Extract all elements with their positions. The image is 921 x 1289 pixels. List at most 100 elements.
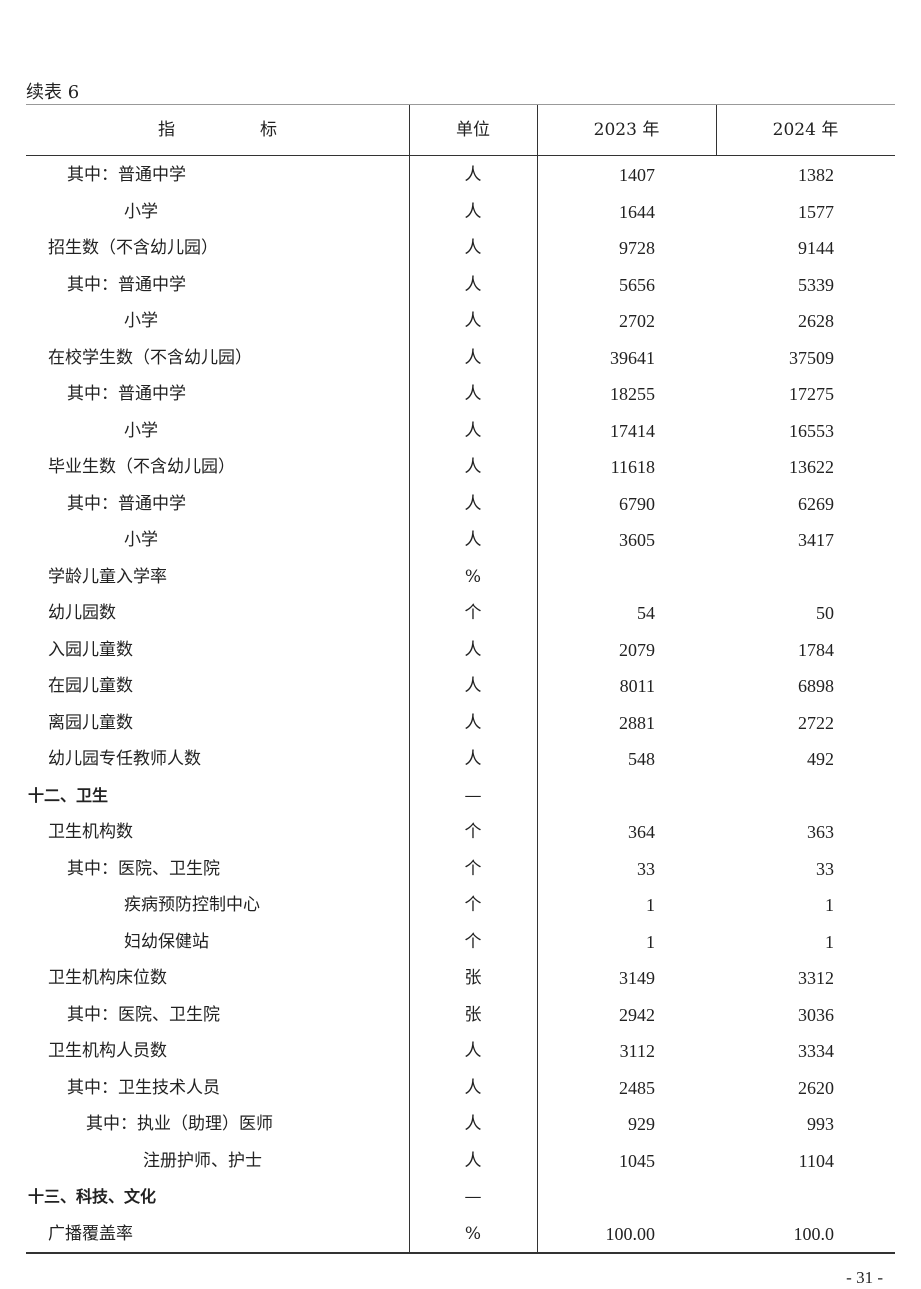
row-unit: 人 <box>464 1041 482 1061</box>
value-2024: 9144 <box>798 238 834 258</box>
value-2024: 1577 <box>798 201 834 222</box>
table-bottom-rule <box>26 1252 895 1254</box>
row-unit: — <box>464 785 482 806</box>
row-label: 其中：普通中学 <box>67 493 186 514</box>
header-indicator: 指 标 <box>158 120 277 140</box>
row-label: 注册护师、护士 <box>143 1150 262 1171</box>
table-row: 小学 人 3605 3417 <box>26 522 895 559</box>
row-unit: 人 <box>464 238 482 258</box>
row-label: 招生数（不含幼儿园） <box>48 238 218 258</box>
table-row: 招生数（不含幼儿园） 人 9728 9144 <box>26 230 895 267</box>
table-row: 妇幼保健站 个 1 1 <box>26 924 895 961</box>
value-2023: 364 <box>628 822 655 842</box>
table-row: 学龄儿童入学率% <box>26 559 895 596</box>
value-2024: 13622 <box>789 457 834 477</box>
value-2024: 492 <box>807 749 834 769</box>
table-top-rule <box>26 104 895 105</box>
row-label: 入园儿童数 <box>48 639 133 660</box>
row-label: 在校学生数（不含幼儿园） <box>48 347 252 368</box>
row-label: 小学 <box>124 311 158 331</box>
section-header-row: 十二、卫生 — <box>26 778 895 815</box>
row-unit: 人 <box>464 749 482 769</box>
value-2024: 2620 <box>798 1077 834 1098</box>
row-label: 毕业生数（不含幼儿园） <box>48 457 235 477</box>
row-label: 其中：卫生技术人员 <box>67 1077 220 1098</box>
row-unit: 人 <box>464 676 482 696</box>
value-2024: 37509 <box>789 347 834 368</box>
value-2024: 1784 <box>798 639 834 660</box>
value-2024: 3417 <box>798 530 834 550</box>
row-unit: 个 <box>464 895 482 915</box>
row-unit: % <box>464 1223 482 1244</box>
value-2023: 54 <box>637 603 655 623</box>
table-row: 卫生机构床位数 张 3149 3312 <box>26 960 895 997</box>
value-2023: 3149 <box>619 968 655 988</box>
value-2023: 11618 <box>610 457 655 477</box>
table-row: 其中：医院、卫生院 个 33 33 <box>26 851 895 888</box>
value-2023: 548 <box>628 749 655 769</box>
table-row: 毕业生数（不含幼儿园） 人 11618 13622 <box>26 449 895 486</box>
value-2023: 929 <box>628 1114 655 1134</box>
value-2023: 100.00 <box>605 1223 656 1244</box>
table-row: 在校学生数（不含幼儿园） 人 39641 37509 <box>26 340 895 377</box>
value-2024: 3312 <box>798 968 834 988</box>
value-2023: 6790 <box>619 493 655 514</box>
table-row: 其中：普通中学 人 1407 1382 <box>26 157 895 194</box>
value-2023: 39641 <box>610 347 655 368</box>
value-2024: 33 <box>816 858 834 879</box>
row-label: 卫生机构人员数 <box>48 1041 167 1061</box>
header-2024: 2024 年 <box>772 120 839 140</box>
row-unit: 人 <box>464 530 482 550</box>
value-2023: 2485 <box>619 1077 655 1098</box>
row-label: 幼儿园专任教师人数 <box>48 749 201 769</box>
row-unit: — <box>464 1187 482 1207</box>
row-label: 疾病预防控制中心 <box>124 895 260 915</box>
row-unit: 人 <box>464 201 482 222</box>
header-2023: 2023 年 <box>593 120 660 140</box>
table-row: 卫生机构数 个 364 363 <box>26 814 895 851</box>
row-label: 妇幼保健站 <box>124 931 209 952</box>
value-2023: 2881 <box>619 712 655 733</box>
table-row: 疾病预防控制中心 个 1 1 <box>26 887 895 924</box>
value-2024: 993 <box>807 1114 834 1134</box>
row-label: 其中：医院、卫生院 <box>67 1004 220 1025</box>
value-2024: 50 <box>816 603 834 623</box>
table-row: 小学 人 1644 1577 <box>26 194 895 231</box>
value-2023: 2702 <box>619 311 655 331</box>
table-row: 小学 人 17414 16553 <box>26 413 895 450</box>
table-header: 指 标 单位 2023 年 2024 年 <box>26 105 895 156</box>
table-row: 其中：普通中学 人 6790 6269 <box>26 486 895 523</box>
value-2023: 3605 <box>619 530 655 550</box>
value-2023: 5656 <box>619 274 655 295</box>
table-row: 其中：普通中学 人 5656 5339 <box>26 267 895 304</box>
row-unit: 人 <box>464 311 482 331</box>
header-unit: 单位 <box>456 120 490 140</box>
row-unit: 人 <box>464 347 482 368</box>
table-row: 入园儿童数 人 2079 1784 <box>26 632 895 669</box>
value-2023: 1 <box>646 931 655 952</box>
row-label: 广播覆盖率 <box>48 1223 133 1244</box>
table-row: 幼儿园数 个 54 50 <box>26 595 895 632</box>
row-unit: 张 <box>464 968 482 988</box>
row-label: 离园儿童数 <box>48 712 133 733</box>
row-label: 小学 <box>124 420 158 441</box>
table-row: 其中：普通中学 人 18255 17275 <box>26 376 895 413</box>
row-unit: 人 <box>464 384 482 404</box>
table-row: 小学 人 2702 2628 <box>26 303 895 340</box>
value-2024: 363 <box>807 822 834 842</box>
table-caption: 续表 6 <box>26 82 80 103</box>
row-unit: 人 <box>464 493 482 514</box>
value-2024: 6898 <box>798 676 834 696</box>
value-2024: 2722 <box>798 712 834 733</box>
row-unit: 人 <box>464 274 482 295</box>
value-2024: 1104 <box>798 1150 834 1171</box>
value-2023: 3112 <box>619 1041 655 1061</box>
table-row: 幼儿园专任教师人数 人 548 492 <box>26 741 895 778</box>
value-2023: 8011 <box>619 676 655 696</box>
row-label: 其中：普通中学 <box>67 165 186 185</box>
value-2024: 100.0 <box>793 1223 835 1244</box>
row-unit: 人 <box>464 1150 482 1171</box>
row-label: 其中：普通中学 <box>67 274 186 295</box>
row-unit: 个 <box>464 931 482 952</box>
value-2024: 1 <box>825 895 834 915</box>
